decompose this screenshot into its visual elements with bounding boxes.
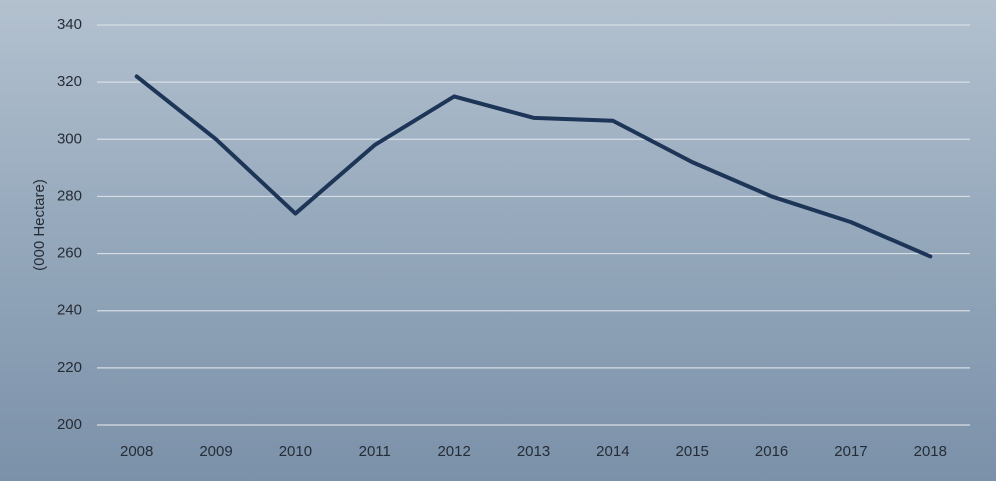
x-tick-label: 2012 xyxy=(437,443,470,460)
x-tick-label: 2009 xyxy=(199,443,232,460)
y-tick-label: 260 xyxy=(57,245,82,262)
data-line xyxy=(134,74,933,259)
x-tick-label: 2018 xyxy=(914,443,947,460)
x-tick-label: 2013 xyxy=(517,443,550,460)
y-tick-label: 340 xyxy=(57,16,82,33)
y-tick-label: 200 xyxy=(57,416,82,433)
y-tick-label: 240 xyxy=(57,302,82,319)
x-tick-label: 2015 xyxy=(676,443,709,460)
x-tick-label: 2010 xyxy=(279,443,312,460)
y-tick-label: 220 xyxy=(57,359,82,376)
x-tick-label: 2017 xyxy=(834,443,867,460)
y-tick-label: 320 xyxy=(57,73,82,90)
x-tick-label: 2011 xyxy=(359,443,391,460)
y-tick-label: 300 xyxy=(57,130,82,147)
x-tick-label: 2016 xyxy=(755,443,788,460)
x-tick-label: 2014 xyxy=(596,443,629,460)
x-tick-label: 2008 xyxy=(120,443,153,460)
y-tick-label: 280 xyxy=(57,187,82,204)
y-axis-label: (000 Hectare) xyxy=(31,179,48,271)
